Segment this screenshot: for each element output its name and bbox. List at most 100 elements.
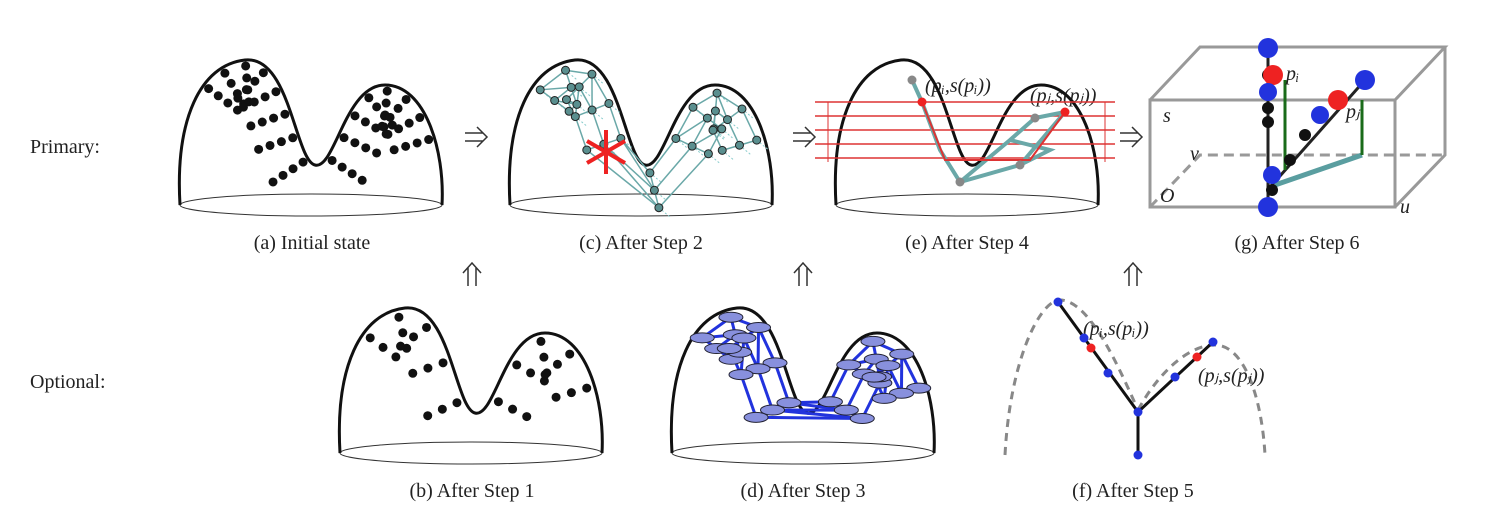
point <box>398 328 408 338</box>
ellipsoid <box>849 412 875 424</box>
point <box>574 82 584 92</box>
point <box>350 111 360 121</box>
spoke <box>712 129 726 141</box>
spoke <box>654 189 667 201</box>
point <box>540 370 550 380</box>
point <box>378 342 388 352</box>
axis-label: s <box>1163 105 1171 127</box>
ellipsoid <box>817 396 843 408</box>
edge <box>591 109 605 145</box>
point <box>409 332 419 342</box>
ellipsoid <box>743 411 769 423</box>
edge <box>707 128 723 155</box>
edge <box>845 373 866 411</box>
spoke <box>721 149 735 161</box>
point <box>220 68 230 78</box>
point <box>1053 297 1063 307</box>
point <box>493 397 503 407</box>
ellipsoid <box>760 404 786 416</box>
point <box>423 363 433 373</box>
arrow <box>793 126 817 148</box>
point <box>452 398 462 408</box>
ellipsoid <box>716 343 742 355</box>
edge <box>586 149 660 209</box>
point <box>907 75 917 85</box>
edge <box>829 364 851 403</box>
point <box>1030 113 1040 123</box>
edge <box>756 368 774 411</box>
point <box>1208 337 1218 347</box>
ellipsoid <box>746 321 772 333</box>
point <box>254 144 264 154</box>
edge <box>692 92 718 108</box>
spoke <box>727 119 740 130</box>
point <box>737 104 747 114</box>
point <box>1133 407 1143 417</box>
edge <box>603 143 655 191</box>
edge <box>591 73 610 104</box>
point <box>1262 116 1274 128</box>
point <box>587 105 597 115</box>
point <box>288 164 298 174</box>
point <box>347 169 357 179</box>
spoke <box>741 108 755 120</box>
edge <box>675 117 708 140</box>
dome <box>177 58 444 206</box>
point <box>734 140 744 150</box>
point <box>250 76 260 86</box>
point <box>1328 90 1348 110</box>
point <box>364 93 374 103</box>
spoke <box>591 73 605 85</box>
point <box>1170 372 1180 382</box>
annotation: (pᵢ,s(pᵢ)) <box>925 75 991 97</box>
point <box>561 95 571 105</box>
caption: (b) After Step 1 <box>410 480 535 502</box>
point <box>526 368 536 378</box>
dome-base <box>509 193 773 217</box>
spoke <box>721 128 735 140</box>
point <box>372 148 382 158</box>
point <box>361 143 371 153</box>
point <box>1086 343 1096 353</box>
point <box>383 129 393 139</box>
point <box>535 85 545 95</box>
point <box>604 98 614 108</box>
caption: (c) After Step 2 <box>579 232 703 254</box>
point <box>389 145 399 155</box>
ellipsoid <box>689 332 715 344</box>
point <box>572 99 582 109</box>
ellipsoid <box>875 360 901 372</box>
annotation: (pⱼ,s(pⱼ)) <box>1030 85 1097 107</box>
point <box>226 78 236 88</box>
caption: (g) After Step 6 <box>1235 232 1360 254</box>
point <box>246 121 256 131</box>
point <box>1299 129 1311 141</box>
spoke <box>691 145 705 157</box>
edge <box>691 117 709 147</box>
edge <box>756 415 863 420</box>
point <box>566 388 576 398</box>
dome-base <box>339 441 603 465</box>
point <box>1263 65 1283 85</box>
point <box>238 102 248 112</box>
edge <box>649 138 677 174</box>
row-label: Optional: <box>30 371 106 393</box>
point <box>394 312 404 322</box>
edge <box>620 138 656 191</box>
edge <box>716 92 729 120</box>
point <box>298 157 308 167</box>
point <box>565 349 575 359</box>
point-label: pⱼ <box>1344 101 1361 123</box>
spoke <box>675 138 689 149</box>
point <box>687 141 697 151</box>
point <box>350 138 360 148</box>
ellipsoid <box>836 359 862 371</box>
edge <box>540 86 572 91</box>
ellipsoid <box>762 357 788 369</box>
point <box>401 141 411 151</box>
dome <box>507 58 774 206</box>
ellipsoid <box>776 397 802 409</box>
point <box>242 73 252 83</box>
dome-base <box>671 441 935 465</box>
